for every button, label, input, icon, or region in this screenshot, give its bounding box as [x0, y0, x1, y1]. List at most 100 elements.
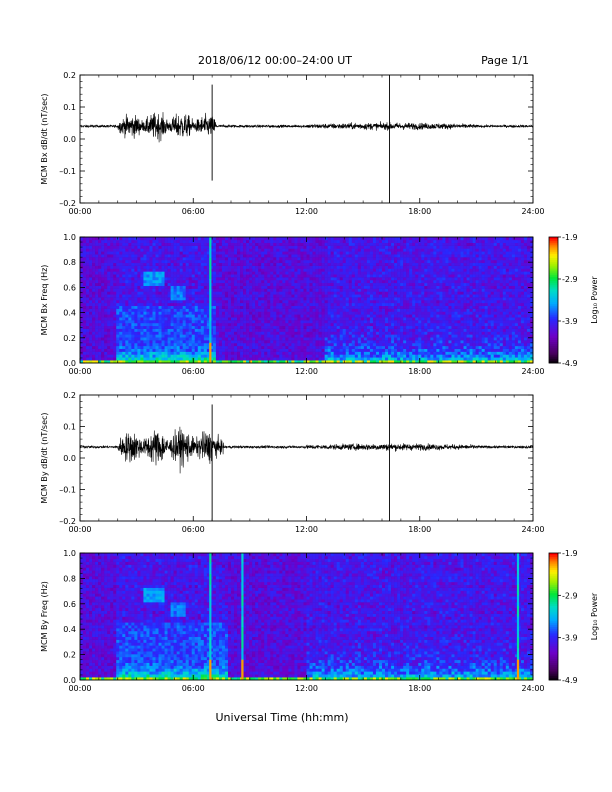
spectrogram-cell	[394, 308, 398, 312]
spectrogram-cell	[200, 331, 205, 335]
spectrogram-cell	[264, 300, 268, 304]
spectrogram-cell	[146, 291, 150, 295]
spectrogram-cell	[240, 277, 244, 281]
spectrogram-cell	[182, 354, 186, 358]
spectrogram-cell	[149, 279, 153, 284]
spectrogram-cell	[191, 251, 196, 255]
spectrogram-cell	[409, 259, 413, 264]
spectrogram-cell	[234, 351, 238, 355]
spectrogram-cell	[212, 282, 217, 286]
spectrogram-cell	[161, 282, 165, 286]
spectrogram-cell	[185, 294, 190, 298]
spectrogram-cell	[98, 239, 102, 244]
spectrogram-cell	[243, 354, 247, 358]
spectrogram-cell	[218, 357, 223, 361]
spectrogram-cell	[125, 317, 129, 321]
spectrogram-cell	[400, 291, 404, 295]
spectrogram-cell	[282, 268, 286, 272]
spectrogram-cell	[170, 262, 174, 266]
spectrogram-cell	[107, 317, 111, 321]
spectrogram-cell	[258, 279, 262, 284]
spectrogram-cell	[336, 248, 341, 252]
spectrogram-cell	[403, 314, 407, 318]
spectrogram-cell	[318, 262, 322, 266]
spectrogram-cell	[333, 348, 337, 352]
spectrogram-cell	[167, 360, 171, 364]
spectrogram-cell	[321, 302, 325, 307]
spectrogram-cell	[206, 334, 211, 338]
spectrogram-cell	[258, 314, 262, 318]
spectrogram-cell	[258, 348, 262, 352]
spectrogram-cell	[218, 317, 223, 321]
spectrogram-cell	[378, 342, 383, 347]
spectrogram-cell	[300, 279, 304, 284]
spectrogram-cell	[324, 259, 328, 264]
spectrogram-cell	[182, 257, 186, 261]
spectrogram-cell	[212, 279, 217, 284]
spectrogram-cell	[227, 322, 232, 327]
spectrogram-cell	[143, 282, 147, 286]
spectrogram-cell	[140, 311, 144, 315]
spectrogram-cell	[388, 291, 392, 295]
spectrogram-cell	[113, 322, 117, 327]
spectrogram-cell	[366, 311, 371, 315]
spectrogram-cell	[173, 274, 177, 278]
spectrogram-cell	[261, 285, 265, 289]
spectrogram-cell	[122, 294, 126, 298]
spectrogram-cell	[409, 308, 413, 312]
spectrogram-cell	[173, 351, 177, 355]
spectrogram-cell	[206, 257, 211, 261]
spectrogram-cell	[125, 245, 129, 249]
spectrogram-cell	[104, 262, 108, 266]
spectrogram-cell	[218, 322, 223, 327]
spectrogram-cell	[282, 282, 286, 286]
spectrogram-cell	[357, 351, 362, 355]
spectrogram-cell	[161, 288, 165, 292]
spectrogram-cell	[92, 311, 96, 315]
spectrogram-cell	[98, 311, 102, 315]
spectrogram-cell	[309, 360, 313, 364]
spectrogram-cell	[149, 291, 153, 295]
spectrogram-cell	[215, 305, 220, 309]
spectrogram-cell	[321, 342, 325, 347]
spectrogram-cell	[185, 282, 190, 286]
spectrogram-cell	[155, 325, 159, 329]
spectrogram-cell	[95, 348, 99, 352]
spectrogram-cell	[382, 297, 386, 301]
spectrogram-cell	[345, 357, 350, 361]
spectrogram-cell	[83, 300, 87, 304]
spectrogram-cell	[276, 320, 280, 324]
spectrogram-cell	[267, 254, 271, 258]
spectrogram-cell	[300, 237, 304, 241]
spectrogram-cell	[385, 342, 389, 347]
spectrogram-cell	[255, 294, 259, 298]
spectrogram-cell	[369, 277, 374, 281]
spectrogram-cell	[185, 297, 190, 301]
spectrogram-cell	[227, 300, 232, 304]
spectrogram-cell	[288, 242, 292, 246]
spectrogram-cell	[388, 308, 392, 312]
spectrogram-cell	[300, 320, 304, 324]
spectrogram-cell	[224, 325, 229, 329]
spectrogram-cell	[137, 334, 141, 338]
spectrogram-cell	[385, 340, 389, 344]
spectrogram-cell	[152, 262, 156, 266]
spectrogram-cell	[288, 294, 292, 298]
spectrogram-cell	[98, 300, 102, 304]
spectrogram-cell	[400, 251, 404, 255]
spectrogram-cell	[98, 340, 102, 344]
spectrogram-cell	[176, 277, 180, 281]
spectrogram-cell	[409, 305, 413, 309]
spectrogram-cell	[369, 297, 374, 301]
spectrogram-cell	[197, 237, 202, 241]
spectrogram-cell	[382, 357, 386, 361]
spectrogram-cell	[149, 308, 153, 312]
spectrogram-cell	[146, 274, 150, 278]
spectrogram-cell	[143, 265, 147, 269]
spectrogram-cell	[218, 331, 223, 335]
spectrogram-cell	[194, 334, 199, 338]
spectrogram-cell	[406, 311, 410, 315]
spectrogram-cell	[98, 345, 102, 349]
spectrogram-cell	[306, 242, 310, 246]
spectrogram-cell	[125, 334, 129, 338]
